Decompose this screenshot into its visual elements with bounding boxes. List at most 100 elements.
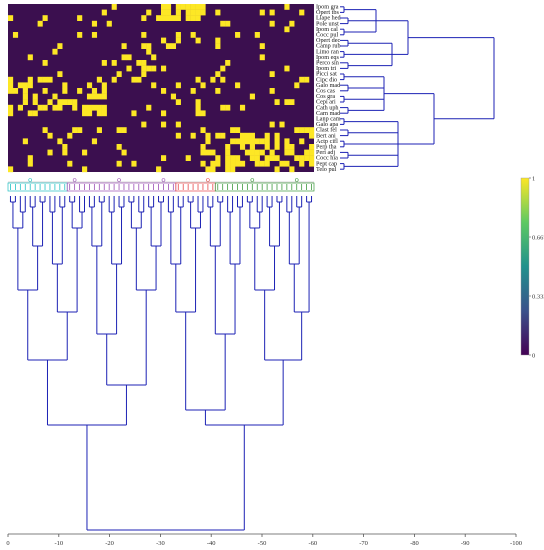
heatmap-cell xyxy=(289,149,295,156)
heatmap-cell xyxy=(136,60,142,66)
heatmap-cell xyxy=(284,65,290,72)
heatmap-cell xyxy=(62,88,68,94)
heatmap-cell xyxy=(116,144,122,150)
heatmap-cell xyxy=(8,166,14,173)
heatmap-cell xyxy=(284,160,290,167)
heatmap-cell xyxy=(220,132,226,139)
heatmap-cell xyxy=(141,32,147,38)
heatmap-cell xyxy=(106,20,112,27)
leaf-marker xyxy=(161,178,166,182)
heatmap-cell xyxy=(27,54,33,61)
heatmap-cell xyxy=(269,20,275,27)
heatmap-cell xyxy=(195,4,201,10)
heatmap-cell xyxy=(254,149,260,156)
heatmap-cell xyxy=(57,138,63,145)
heatmap-cell xyxy=(284,26,290,33)
heatmap-cell xyxy=(96,110,102,117)
heatmap-cell xyxy=(230,160,236,167)
heatmap-cell xyxy=(210,149,216,156)
heatmap-cell xyxy=(42,127,48,133)
heatmap-cell xyxy=(96,93,102,100)
heatmap-cell xyxy=(42,104,48,111)
heatmap-cell xyxy=(77,127,83,133)
heatmap-cell xyxy=(22,93,28,100)
row-label: Cath uph xyxy=(316,104,339,111)
heatmap-cell xyxy=(200,160,206,167)
heatmap-cell xyxy=(195,99,201,105)
heatmap-cell xyxy=(8,15,14,21)
heatmap-cell xyxy=(220,20,226,27)
heatmap-cell xyxy=(289,99,295,105)
heatmap-cell xyxy=(101,9,107,16)
heatmap-cell xyxy=(220,76,226,83)
heatmap-cell xyxy=(200,82,206,89)
heatmap-cell xyxy=(47,76,53,83)
heatmap-cell xyxy=(22,88,28,94)
row-label: Pept cap xyxy=(316,160,337,167)
heatmap-cell xyxy=(264,132,270,139)
heatmap-cell xyxy=(175,132,181,139)
heatmap-cell xyxy=(304,155,310,161)
heatmap-cell xyxy=(235,155,241,161)
heatmap-cell xyxy=(141,121,147,128)
heatmap-cell xyxy=(215,43,221,49)
heatmap-cell xyxy=(42,88,48,94)
heatmap-cell xyxy=(274,132,280,139)
heatmap-cell xyxy=(165,9,172,16)
heatmap-cell xyxy=(205,149,211,156)
heatmap-cell xyxy=(47,149,53,156)
heatmap-cell xyxy=(111,76,117,83)
heatmap-cell xyxy=(239,160,246,167)
heatmap-cell xyxy=(284,144,290,150)
heatmap-cell xyxy=(304,76,310,83)
x-axis-tick-label: 0 xyxy=(6,540,9,547)
heatmap-cell xyxy=(269,88,275,94)
heatmap-cell xyxy=(151,54,157,61)
row-label: Cocc pul xyxy=(316,31,338,38)
row-label: Llape hed xyxy=(316,15,341,22)
heatmap-cell xyxy=(136,76,142,83)
heatmap-cell xyxy=(195,76,201,83)
row-label: Ipom tri xyxy=(316,65,336,72)
heatmap-cell xyxy=(101,88,107,94)
heatmap-cell xyxy=(161,15,167,21)
heatmap-cell xyxy=(239,138,246,145)
heatmap-cell xyxy=(101,104,107,111)
heatmap-cell xyxy=(12,32,19,38)
colorbar: 1 0.667 0.333 0 xyxy=(520,176,544,360)
heatmap-cell xyxy=(161,88,167,94)
heatmap-cell xyxy=(254,155,260,161)
heatmap-cell xyxy=(57,104,63,111)
heatmap-cell xyxy=(289,144,295,150)
heatmap-cell xyxy=(269,121,275,128)
heatmap-cell xyxy=(309,144,315,150)
heatmap-cell xyxy=(175,82,181,89)
row-label: Opert tbs xyxy=(316,9,339,16)
heatmap-cell xyxy=(47,132,53,139)
heatmap-cell xyxy=(200,144,206,150)
heatmap-cell xyxy=(299,9,305,16)
heatmap-cell xyxy=(91,93,98,100)
cluster-band xyxy=(214,182,315,192)
heatmap-cell xyxy=(101,110,107,117)
heatmap-cell xyxy=(77,15,83,21)
heatmap-cell xyxy=(151,65,157,72)
heatmap-cell xyxy=(269,155,275,161)
heatmap-cell xyxy=(190,9,196,16)
heatmap-cell xyxy=(274,99,280,105)
heatmap-cell xyxy=(161,4,167,10)
heatmap-cell xyxy=(27,76,33,83)
row-label: Carn mad xyxy=(316,110,341,117)
x-axis-tick-label: -70 xyxy=(359,540,368,547)
heatmap-cell xyxy=(170,43,177,49)
heatmap-cell xyxy=(17,104,24,111)
heatmap-cell xyxy=(121,149,127,156)
heatmap-cell xyxy=(309,132,315,139)
heatmap-cell xyxy=(175,121,181,128)
row-label: Bert ani xyxy=(316,132,336,139)
heatmap-cell xyxy=(254,138,260,145)
heatmap-cell xyxy=(27,160,33,167)
heatmap-cell xyxy=(161,155,167,161)
heatmap-cell xyxy=(299,160,305,167)
